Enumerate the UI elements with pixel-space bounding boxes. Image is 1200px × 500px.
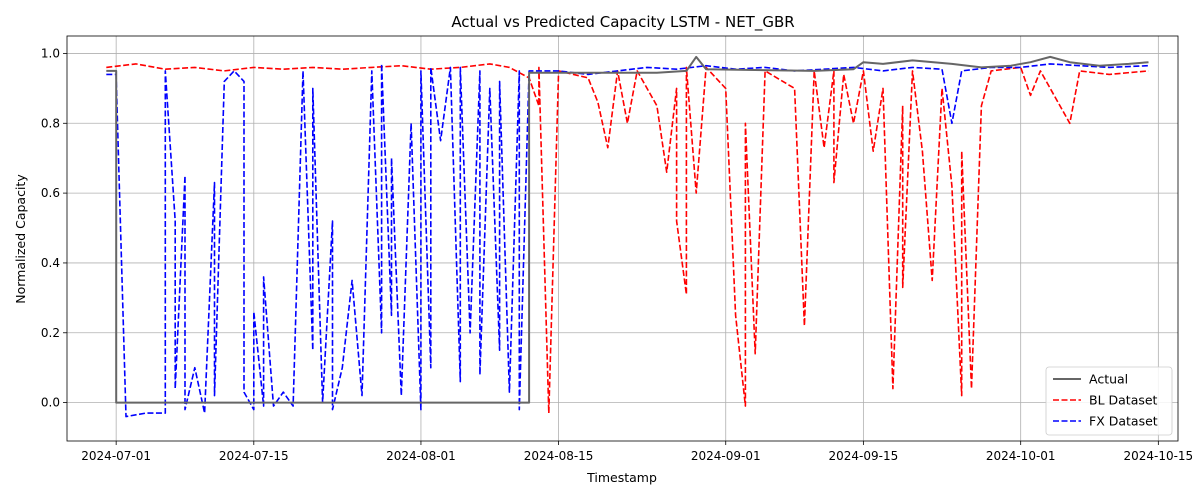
x-tick-label: 2024-08-01: [386, 449, 456, 463]
y-tick-label: 0.6: [41, 186, 60, 200]
x-tick-label: 2024-10-01: [986, 449, 1056, 463]
x-axis: 2024-07-01 2024-07-15 2024-08-01 2024-08-15…: [81, 441, 1193, 463]
legend-box: [1045, 366, 1173, 436]
x-tick-label: 2024-07-01: [81, 449, 151, 463]
grid-layer: [67, 36, 1178, 441]
legend-label: Actual: [1089, 372, 1128, 387]
y-tick-label: 0.2: [41, 326, 60, 340]
y-tick-label: 0.8: [41, 116, 60, 130]
legend-label: BL Dataset: [1089, 393, 1158, 408]
y-tick-label: 1.0: [41, 46, 60, 60]
plot-frame: [66, 35, 1179, 442]
y-axis: 0.0 0.2 0.4 0.6 0.8 1.0: [41, 46, 67, 410]
legend-label: FX Dataset: [1089, 414, 1158, 429]
y-tick-label: 0.4: [41, 256, 60, 270]
x-axis-label: Timestamp: [586, 470, 657, 485]
x-tick-label: 2024-09-15: [829, 449, 899, 463]
y-axis-label: Normalized Capacity: [13, 174, 28, 304]
x-tick-label: 2024-07-15: [219, 449, 289, 463]
series-layer: [106, 55, 1149, 418]
series-line-actual: [106, 55, 1149, 404]
y-tick-label: 0.0: [41, 396, 60, 410]
x-tick-label: 2024-08-15: [524, 449, 594, 463]
x-tick-label: 2024-10-15: [1123, 449, 1193, 463]
series-line-fx-dataset: [106, 63, 1149, 418]
chart-title: Actual vs Predicted Capacity LSTM - NET_…: [451, 13, 794, 32]
legend: Actual BL Dataset FX Dataset: [1045, 366, 1173, 436]
x-tick-label: 2024-09-01: [691, 449, 761, 463]
